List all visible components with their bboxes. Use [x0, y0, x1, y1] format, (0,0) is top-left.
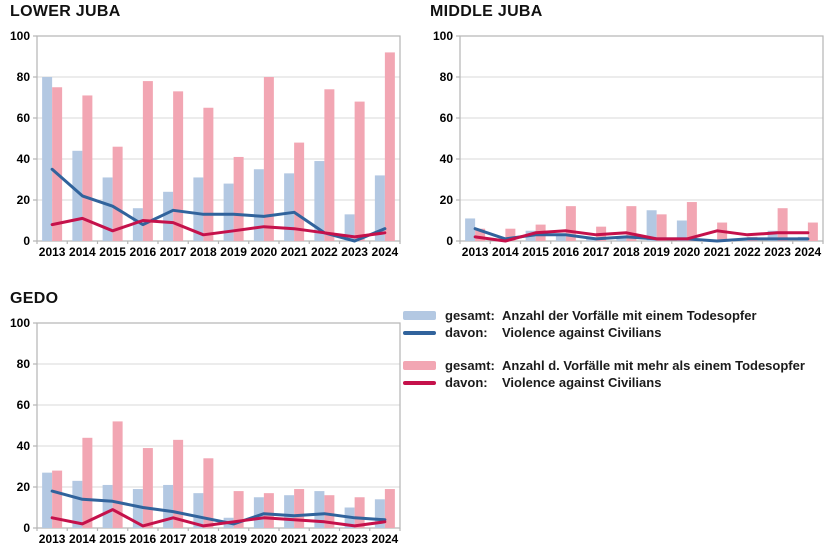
bar-swatch-blue: [403, 311, 436, 320]
chart-title-gedo: GEDO: [10, 290, 59, 307]
svg-text:2021: 2021: [281, 532, 308, 546]
svg-text:2015: 2015: [99, 532, 126, 546]
svg-text:2024: 2024: [372, 532, 399, 546]
svg-text:80: 80: [17, 70, 31, 84]
svg-text:2024: 2024: [795, 245, 822, 259]
legend-group-multi-fatality: gesamt: Anzahl d. Vorfälle mit mehr als …: [403, 358, 827, 390]
chart-middle-juba: MIDDLE JUBA 0 20 40 60 80 100 2013 2014 2015 2016…: [423, 0, 828, 268]
svg-text:2014: 2014: [69, 245, 96, 259]
legend-group-single-fatality: gesamt: Anzahl der Vorfälle mit einem To…: [403, 308, 827, 340]
svg-text:60: 60: [17, 111, 31, 125]
svg-text:2024: 2024: [372, 245, 399, 259]
svg-text:20: 20: [17, 193, 31, 207]
svg-text:40: 40: [17, 152, 31, 166]
svg-text:2017: 2017: [160, 245, 187, 259]
svg-text:2018: 2018: [190, 532, 217, 546]
svg-text:2013: 2013: [39, 532, 66, 546]
svg-text:2018: 2018: [613, 245, 640, 259]
legend-item: davon: Violence against Civilians: [403, 325, 827, 340]
svg-text:2013: 2013: [39, 245, 66, 259]
chart-title-middle-juba: MIDDLE JUBA: [430, 3, 543, 20]
svg-text:2022: 2022: [311, 532, 338, 546]
chart-plot-lower-juba: 0 20 40 60 80 100 2013 2014 2015 2016 2017 2018 2019…: [0, 24, 405, 268]
bar-swatch-pink: [403, 361, 436, 370]
svg-text:2020: 2020: [251, 245, 278, 259]
svg-text:0: 0: [23, 234, 30, 248]
line-swatch-red: [403, 380, 436, 385]
legend-label: Anzahl der Vorfälle mit einem Todesopfer: [502, 308, 757, 323]
svg-text:0: 0: [446, 234, 453, 248]
svg-text:60: 60: [17, 398, 31, 412]
svg-text:40: 40: [17, 439, 31, 453]
svg-text:2023: 2023: [341, 245, 368, 259]
svg-text:2022: 2022: [311, 245, 338, 259]
svg-text:2022: 2022: [734, 245, 761, 259]
legend-label: Violence against Civilians: [502, 375, 662, 390]
legend-label: Violence against Civilians: [502, 325, 662, 340]
svg-text:20: 20: [17, 480, 31, 494]
svg-text:2013: 2013: [462, 245, 489, 259]
svg-text:100: 100: [10, 316, 30, 330]
chart-plot-gedo: 0 20 40 60 80 100 2013 2014 2015 2016 2017 2018 2019…: [0, 311, 405, 553]
svg-text:20: 20: [440, 193, 454, 207]
svg-text:2016: 2016: [130, 532, 157, 546]
svg-text:2019: 2019: [220, 245, 247, 259]
svg-text:2017: 2017: [160, 532, 187, 546]
svg-text:80: 80: [440, 70, 454, 84]
svg-text:100: 100: [10, 29, 30, 43]
svg-text:2015: 2015: [99, 245, 126, 259]
svg-text:2023: 2023: [341, 532, 368, 546]
legend: gesamt: Anzahl der Vorfälle mit einem To…: [403, 308, 827, 390]
svg-text:2019: 2019: [643, 245, 670, 259]
chart-lower-juba: LOWER JUBA 0 20 40 60 80 100 2013 2014 2015 2016 2…: [0, 0, 405, 268]
svg-text:2016: 2016: [553, 245, 580, 259]
svg-text:2014: 2014: [492, 245, 519, 259]
svg-text:2015: 2015: [522, 245, 549, 259]
svg-text:80: 80: [17, 357, 31, 371]
chart-plot-middle-juba: 0 20 40 60 80 100 2013 2014 2015 2016 2017 2018 2019…: [423, 24, 828, 268]
svg-text:40: 40: [440, 152, 454, 166]
line-swatch-darkblue: [403, 330, 436, 335]
svg-text:2021: 2021: [704, 245, 731, 259]
svg-text:2018: 2018: [190, 245, 217, 259]
svg-text:2020: 2020: [674, 245, 701, 259]
svg-text:2017: 2017: [583, 245, 610, 259]
legend-item: gesamt: Anzahl d. Vorfälle mit mehr als …: [403, 358, 827, 373]
svg-text:0: 0: [23, 521, 30, 535]
legend-prefix: gesamt:: [445, 308, 495, 323]
svg-text:2014: 2014: [69, 532, 96, 546]
svg-text:2020: 2020: [251, 532, 278, 546]
svg-text:2021: 2021: [281, 245, 308, 259]
legend-prefix: davon:: [445, 325, 488, 340]
svg-text:60: 60: [440, 111, 454, 125]
svg-text:2023: 2023: [764, 245, 791, 259]
svg-text:2019: 2019: [220, 532, 247, 546]
legend-prefix: davon:: [445, 375, 488, 390]
svg-text:2016: 2016: [130, 245, 157, 259]
legend-item: gesamt: Anzahl der Vorfälle mit einem To…: [403, 308, 827, 323]
chart-gedo: GEDO 0 20 40 60 80 100 2013 2014 2015 2016 2017 201…: [0, 287, 405, 553]
legend-item: davon: Violence against Civilians: [403, 375, 827, 390]
legend-label: Anzahl d. Vorfälle mit mehr als einem To…: [502, 358, 805, 373]
chart-title-lower-juba: LOWER JUBA: [10, 3, 121, 20]
svg-text:100: 100: [433, 29, 453, 43]
legend-prefix: gesamt:: [445, 358, 495, 373]
